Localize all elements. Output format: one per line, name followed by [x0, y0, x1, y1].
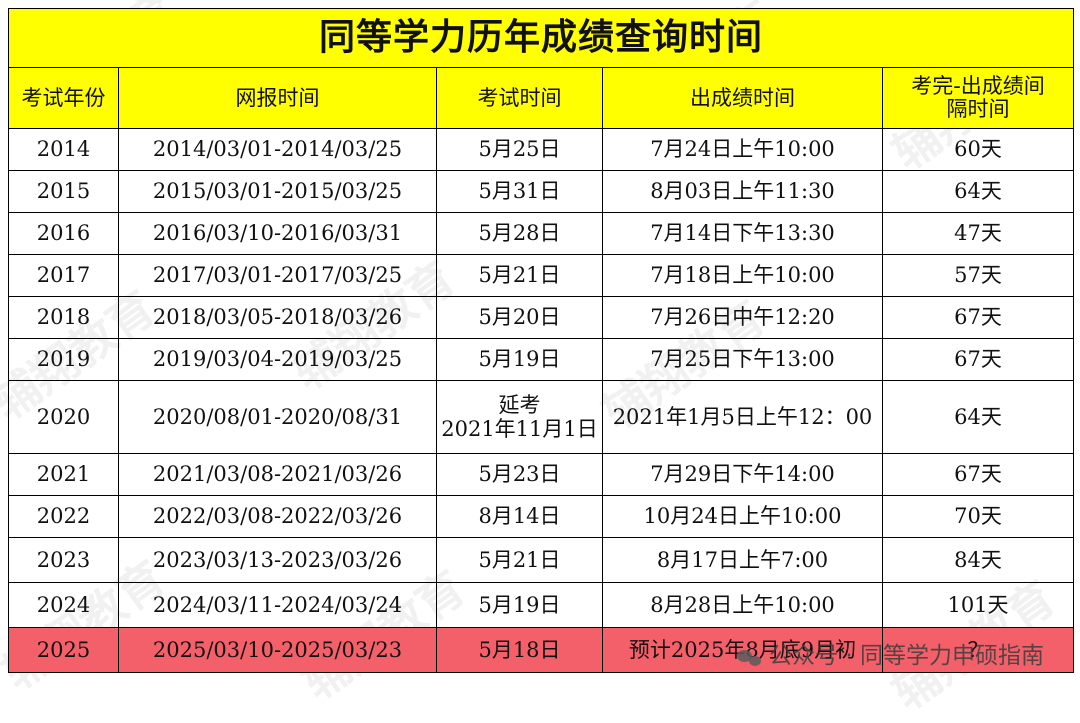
header-interval-label: 考完-出成绩间隔时间: [911, 73, 1045, 121]
year-cell: 2014: [8, 128, 119, 171]
table-title: 同等学力历年成绩查询时间: [7, 8, 1075, 68]
table-row: 2021 2021/03/08-2021/03/26 5月23日 7月29日下午14:…: [8, 453, 1075, 496]
result-time-cell: 7月29日下午14:00: [602, 453, 883, 496]
table-row: 2016 2016/03/10-2016/03/31 5月28日 7月14日下午13:…: [8, 212, 1075, 255]
registration-cell: 2014/03/01-2014/03/25: [118, 128, 437, 171]
table-row: 2025 2025/03/10-2025/03/23 5月18日 预计2025年8月底…: [8, 627, 1075, 673]
exam-date-cell: 5月28日: [436, 212, 603, 255]
interval-cell: 84天: [881, 537, 1075, 583]
exam-date-line: 5月31日: [478, 179, 561, 204]
exam-date-cell: 5月25日: [436, 128, 603, 171]
wechat-icon: [737, 647, 763, 667]
result-time-cell: 8月03日上午11:30: [602, 170, 883, 213]
interval-cell: 57天: [881, 254, 1075, 297]
wechat-credit: 公众号 · 同等学力申硕指南: [737, 636, 1044, 670]
exam-date-line: 5月19日: [478, 347, 561, 372]
year-cell: 2017: [8, 254, 119, 297]
exam-date-cell: 延考 2021年11月1日: [436, 380, 603, 454]
exam-date-line: 5月21日: [478, 547, 561, 572]
exam-date-cell: 5月21日: [436, 254, 603, 297]
interval-cell: 67天: [881, 296, 1075, 339]
result-time-cell: 10月24日上午10:00: [602, 495, 883, 538]
table-row: 2024 2024/03/11-2024/03/24 5月19日 8月28日上午10:…: [8, 582, 1075, 628]
exam-date-cell: 5月31日: [436, 170, 603, 213]
result-time-cell: 7月14日下午13:30: [602, 212, 883, 255]
header-registration-period: 网报时间: [118, 67, 437, 129]
interval-cell: 64天: [881, 170, 1075, 213]
year-cell: 2024: [8, 582, 119, 628]
year-cell: 2015: [8, 170, 119, 213]
year-cell: 2025: [8, 627, 119, 673]
results-table-container: 同等学力历年成绩查询时间 考试年份 网报时间 考试时间 出成绩时间 考完-出成绩…: [7, 8, 1075, 673]
header-result-release-time: 出成绩时间: [602, 67, 883, 129]
year-cell: 2020: [8, 380, 119, 454]
table-row: 2020 2020/08/01-2020/08/31 延考 2021年11月1日 202…: [8, 380, 1075, 454]
registration-cell: 2020/08/01-2020/08/31: [118, 380, 437, 454]
table-row: 2019 2019/03/04-2019/03/25 5月19日 7月25日下午13:…: [8, 338, 1075, 381]
registration-cell: 2025/03/10-2025/03/23: [118, 627, 437, 673]
result-time-cell: 7月18日上午10:00: [602, 254, 883, 297]
table-row: 2022 2022/03/08-2022/03/26 8月14日 10月24日上午10…: [8, 495, 1075, 538]
year-cell: 2023: [8, 537, 119, 583]
result-time-cell: 8月17日上午7:00: [602, 537, 883, 583]
result-time-cell: 2021年1月5日上午12：00: [602, 380, 883, 454]
exam-date-line: 8月14日: [478, 504, 561, 529]
interval-cell: 67天: [881, 453, 1075, 496]
interval-cell: 70天: [881, 495, 1075, 538]
credit-text: 公众号 · 同等学力申硕指南: [769, 643, 1044, 669]
exam-date-line: 5月19日: [478, 592, 561, 617]
exam-date-line: 5月20日: [478, 305, 561, 330]
registration-cell: 2023/03/13-2023/03/26: [118, 537, 437, 583]
interval-cell: 60天: [881, 128, 1075, 171]
exam-date-line: 5月23日: [478, 462, 561, 487]
interval-cell: ？: [881, 627, 1075, 673]
year-cell: 2016: [8, 212, 119, 255]
result-time-cell: 7月25日下午13:00: [602, 338, 883, 381]
header-exam-date: 考试时间: [436, 67, 603, 129]
exam-date-cell: 5月19日: [436, 338, 603, 381]
year-cell: 2022: [8, 495, 119, 538]
results-schedule-table: 同等学力历年成绩查询时间 考试年份 网报时间 考试时间 出成绩时间 考完-出成绩…: [7, 8, 1075, 673]
year-cell: 2019: [8, 338, 119, 381]
registration-cell: 2016/03/10-2016/03/31: [118, 212, 437, 255]
exam-date-line: 延考: [498, 392, 541, 417]
registration-cell: 2024/03/11-2024/03/24: [118, 582, 437, 628]
exam-date-cell: 8月14日: [436, 495, 603, 538]
year-cell: 2021: [8, 453, 119, 496]
table-row: 2018 2018/03/05-2018/03/26 5月20日 7月26日中午12:…: [8, 296, 1075, 339]
interval-cell: 67天: [881, 338, 1075, 381]
exam-date-line-2: 2021年11月1日: [441, 417, 598, 441]
registration-cell: 2019/03/04-2019/03/25: [118, 338, 437, 381]
exam-date-cell: 5月19日: [436, 582, 603, 628]
year-cell: 2018: [8, 296, 119, 339]
interval-cell: 101天: [881, 582, 1075, 628]
interval-cell: 47天: [881, 212, 1075, 255]
header-interval: 考完-出成绩间隔时间: [881, 67, 1075, 129]
registration-cell: 2021/03/08-2021/03/26: [118, 453, 437, 496]
header-exam-year: 考试年份: [8, 67, 119, 129]
result-time-cell: 7月24日上午10:00: [602, 128, 883, 171]
table-row: 2014 2014/03/01-2014/03/25 5月25日 7月24日上午10:…: [8, 128, 1075, 171]
registration-cell: 2018/03/05-2018/03/26: [118, 296, 437, 339]
exam-date-line: 5月28日: [478, 221, 561, 246]
exam-date-line: 5月25日: [478, 137, 561, 162]
result-time-cell: 8月28日上午10:00: [602, 582, 883, 628]
registration-cell: 2017/03/01-2017/03/25: [118, 254, 437, 297]
exam-date-cell: 5月18日: [436, 627, 603, 673]
result-time-cell: 7月26日中午12:20: [602, 296, 883, 339]
exam-date-cell: 5月23日: [436, 453, 603, 496]
table-row: 2015 2015/03/01-2015/03/25 5月31日 8月03日上午11:…: [8, 170, 1075, 213]
exam-date-line: 5月21日: [478, 263, 561, 288]
table-row: 2017 2017/03/01-2017/03/25 5月21日 7月18日上午10:…: [8, 254, 1075, 297]
exam-date-line: 5月18日: [478, 637, 561, 662]
table-row: 2023 2023/03/13-2023/03/26 5月21日 8月17日上午7:0…: [8, 537, 1075, 583]
registration-cell: 2022/03/08-2022/03/26: [118, 495, 437, 538]
exam-date-cell: 5月20日: [436, 296, 603, 339]
interval-cell: 64天: [881, 380, 1075, 454]
exam-date-cell: 5月21日: [436, 537, 603, 583]
registration-cell: 2015/03/01-2015/03/25: [118, 170, 437, 213]
